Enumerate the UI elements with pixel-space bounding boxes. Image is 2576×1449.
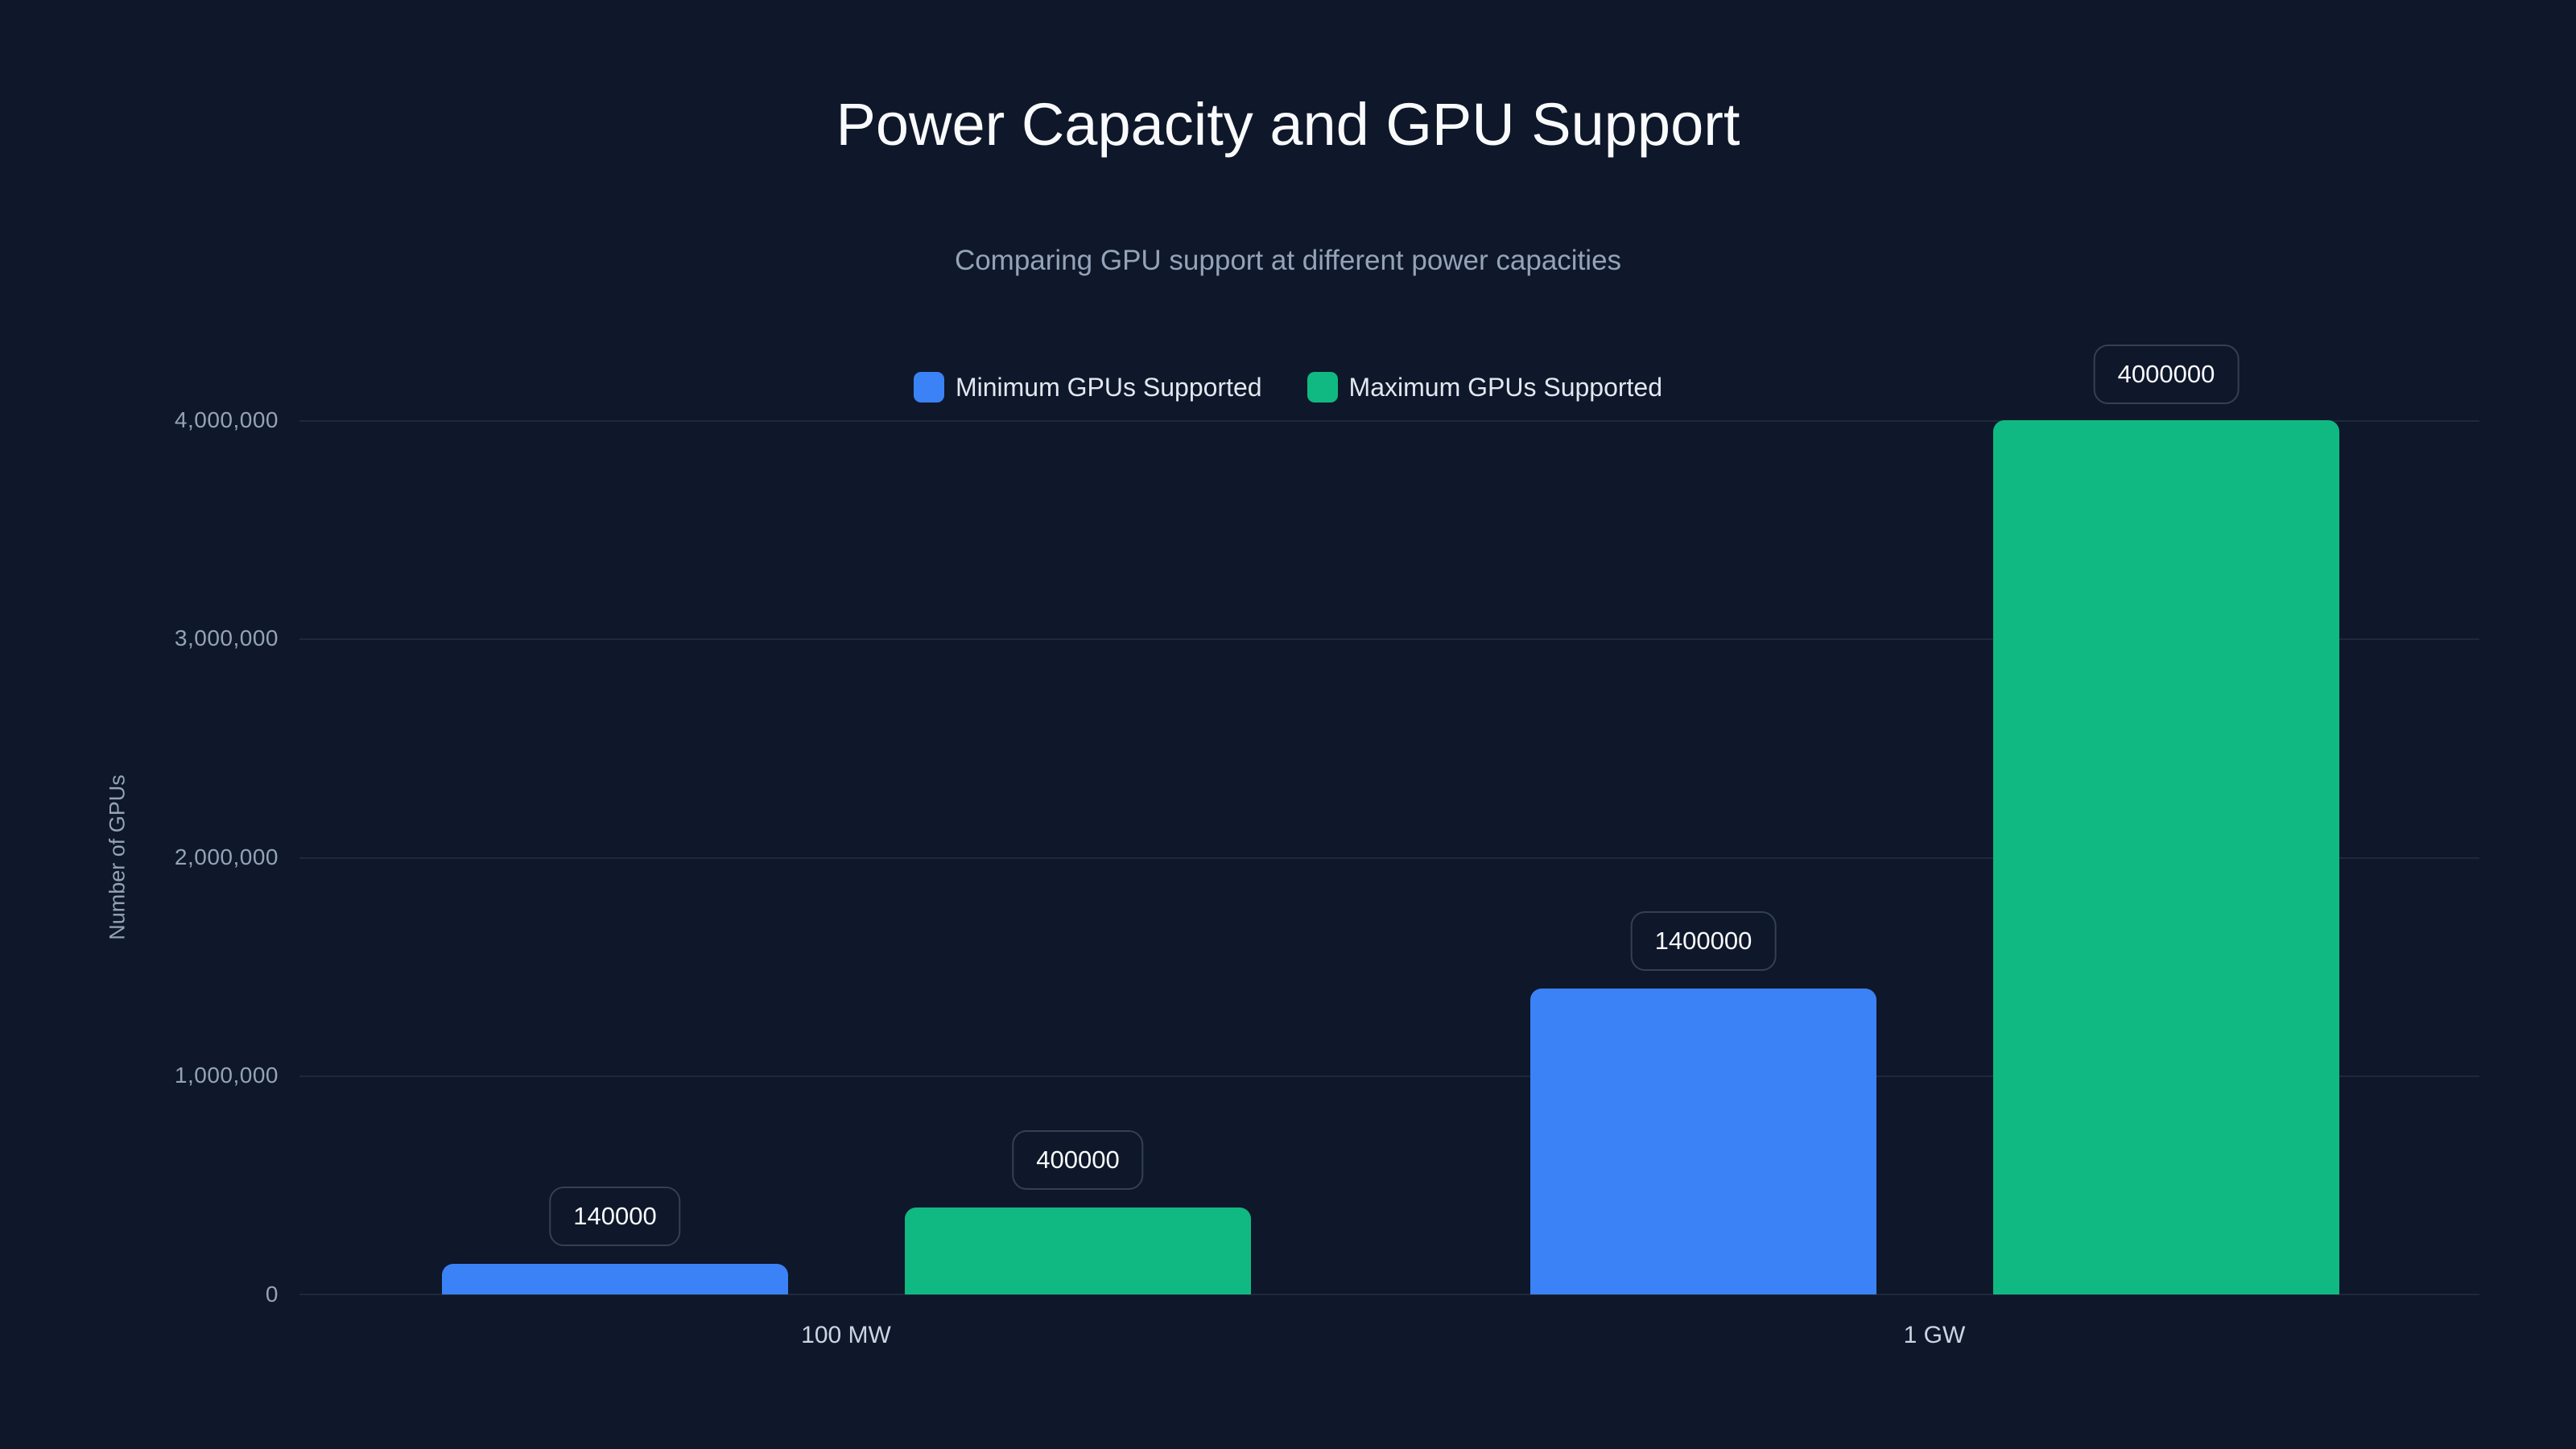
bar-100mw-minimum[interactable] bbox=[442, 1264, 788, 1294]
chart-subtitle: Comparing GPU support at different power… bbox=[954, 245, 1622, 276]
bar-100mw-maximum[interactable] bbox=[905, 1208, 1251, 1294]
legend-label-minimum: Minimum GPUs Supported bbox=[955, 372, 1262, 402]
legend-item-maximum[interactable]: Maximum GPUs Supported bbox=[1307, 372, 1662, 402]
legend: Minimum GPUs Supported Maximum GPUs Supp… bbox=[0, 372, 2576, 402]
value-label-100mw-maximum: 400000 bbox=[1012, 1130, 1144, 1190]
gridline-4m bbox=[299, 420, 2479, 422]
plot-area: 140000 400000 1400000 4000000 bbox=[299, 345, 2479, 1295]
legend-swatch-maximum-icon bbox=[1307, 372, 1338, 402]
chart-title: Power Capacity and GPU Support bbox=[836, 91, 1740, 158]
gridline-2m bbox=[299, 857, 2479, 859]
x-tick-100mw: 100 MW bbox=[801, 1322, 891, 1348]
value-label-100mw-minimum: 140000 bbox=[549, 1187, 681, 1246]
bar-1gw-minimum[interactable] bbox=[1530, 989, 1876, 1294]
y-tick-0: 0 bbox=[265, 1282, 279, 1307]
legend-item-minimum[interactable]: Minimum GPUs Supported bbox=[913, 372, 1262, 402]
gridline-0 bbox=[299, 1294, 2479, 1295]
gridline-3m bbox=[299, 638, 2479, 640]
value-label-1gw-maximum: 4000000 bbox=[2093, 345, 2240, 404]
y-tick-3m: 3,000,000 bbox=[174, 625, 279, 650]
gridline-1m bbox=[299, 1075, 2479, 1077]
legend-label-maximum: Maximum GPUs Supported bbox=[1348, 372, 1663, 402]
y-tick-4m: 4,000,000 bbox=[174, 407, 279, 432]
x-tick-1gw: 1 GW bbox=[1903, 1322, 1966, 1348]
y-tick-2m: 2,000,000 bbox=[174, 844, 279, 869]
y-tick-1m: 1,000,000 bbox=[174, 1063, 279, 1088]
bar-1gw-maximum[interactable] bbox=[1993, 420, 2339, 1294]
value-label-1gw-minimum: 1400000 bbox=[1630, 911, 1777, 971]
legend-swatch-minimum-icon bbox=[913, 372, 944, 402]
